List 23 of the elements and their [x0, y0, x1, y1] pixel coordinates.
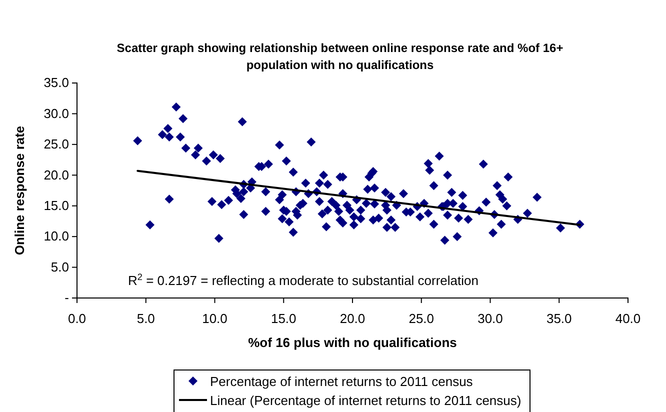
annotation: R$^{2}$ = 0.2197 = reflecting a moderate to substantial correlation	[128, 272, 478, 288]
x-axis-title: %of 16 plus with no qualifications	[248, 335, 457, 350]
x-tick-label: 0.0	[68, 310, 86, 326]
y-tick-label: 30.0	[44, 106, 69, 121]
legend-label: Percentage of internet returns to 2011 census	[210, 374, 474, 389]
x-tick-label: 30.0	[478, 310, 503, 326]
legend-label: Linear (Percentage of internet returns to 2011 census)	[210, 393, 522, 408]
y-axis-title: Online response rate	[12, 126, 27, 256]
y-tick-label: 25.0	[44, 136, 69, 152]
x-tick-label: 20.0	[340, 310, 366, 326]
x-tick-label: 25.0	[408, 310, 434, 326]
y-tick-label: 10.0	[44, 228, 69, 244]
x-tick-label: 5.0	[136, 310, 155, 326]
y-tick-label: -	[64, 290, 69, 306]
x-tick-label: 40.0	[615, 310, 641, 326]
chart-title: Scatter graph showing relationship between online response rate and %of 16+ population with no qualifications	[116, 41, 564, 72]
y-tick-label: 20.0	[44, 167, 69, 182]
y-tick-label: 35.0	[44, 75, 69, 90]
x-tick-label: 35.0	[546, 310, 572, 326]
x-tick-label: 10.0	[202, 310, 228, 326]
y-tick-label: 5.0	[50, 259, 69, 274]
y-tick-label: 15.0	[44, 198, 69, 214]
x-tick-label: 15.0	[270, 310, 296, 326]
